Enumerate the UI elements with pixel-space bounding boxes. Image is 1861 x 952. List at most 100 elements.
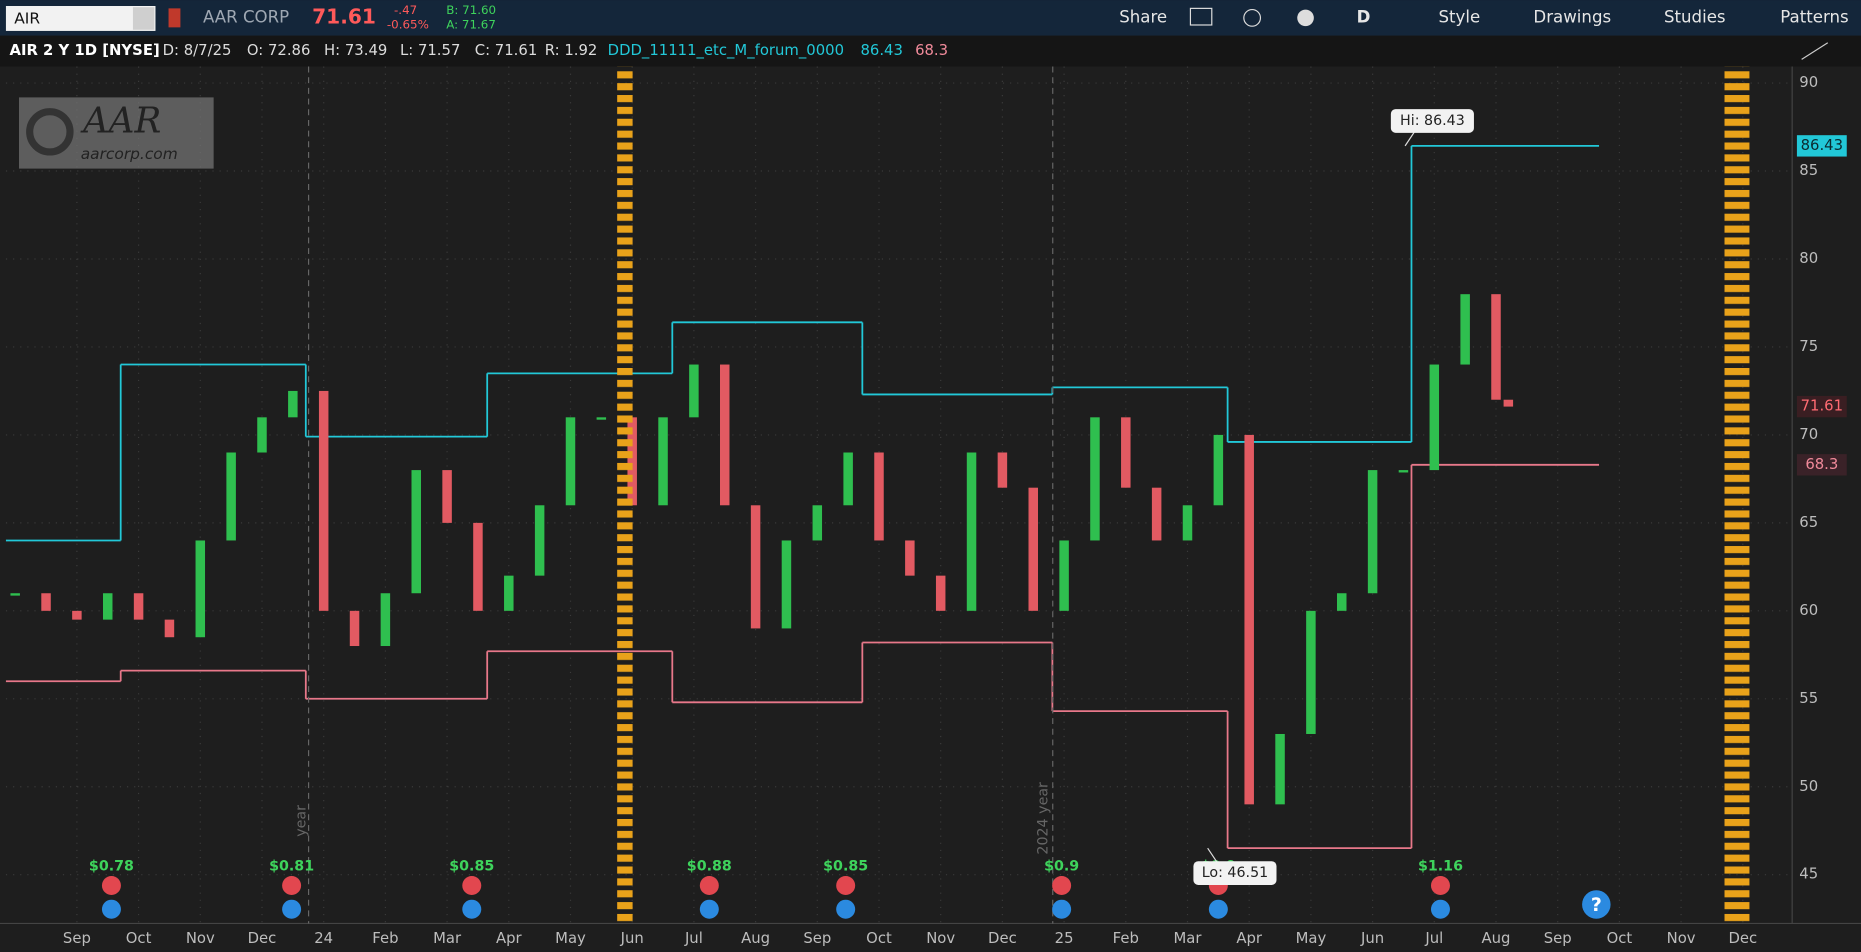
- event-icon[interactable]: [699, 899, 719, 919]
- company: AAR CORP: [203, 7, 289, 26]
- x-tick-label: Sep: [803, 930, 831, 947]
- studies-button[interactable]: Studies: [1664, 7, 1726, 26]
- ask: A: 71.67: [446, 17, 496, 31]
- event-icon[interactable]: [462, 899, 482, 919]
- study-value: 68.3: [915, 42, 948, 59]
- price-marker-label: 86.43: [1801, 137, 1843, 154]
- x-tick-label: Jun: [1360, 930, 1384, 947]
- candle: [1337, 593, 1347, 611]
- header: [0, 35, 1861, 67]
- earnings-icon[interactable]: [836, 875, 856, 895]
- candle: [1367, 470, 1378, 594]
- x-tick-label: Aug: [1482, 930, 1511, 947]
- dividend-label: $0.78: [89, 858, 134, 874]
- event-icon[interactable]: [1208, 899, 1228, 919]
- field: R: 1.92: [545, 42, 598, 59]
- callout-label: Hi: 86.43: [1400, 113, 1465, 129]
- expiration-band: [1724, 66, 1750, 924]
- last-price: 71.61: [312, 4, 376, 28]
- candle: [102, 593, 113, 620]
- earnings-icon[interactable]: [101, 875, 121, 895]
- x-tick-label: Jul: [684, 930, 703, 947]
- earnings-icon[interactable]: [462, 875, 482, 895]
- symbol-dropdown[interactable]: [132, 7, 155, 30]
- candle: [1213, 434, 1224, 506]
- price-marker-label: 68.3: [1805, 456, 1838, 473]
- callout-box: [1390, 109, 1474, 133]
- y-tick-label: 70: [1799, 426, 1818, 443]
- symbol[interactable]: AIR: [14, 10, 40, 28]
- patterns-button[interactable]: Patterns: [1780, 7, 1848, 26]
- timeframe-button[interactable]: D: [1357, 7, 1371, 26]
- event-icon[interactable]: [836, 899, 856, 919]
- x-tick-label: Oct: [126, 930, 152, 947]
- candle: [473, 522, 483, 611]
- x-tick-label: May: [555, 930, 586, 947]
- candle: [843, 452, 853, 506]
- help-icon[interactable]: ?: [1591, 894, 1602, 916]
- help-button[interactable]: [1582, 890, 1611, 919]
- x-tick-label: Feb: [1113, 930, 1139, 947]
- drawings-button[interactable]: Drawings: [1533, 7, 1611, 26]
- y-tick-label: 55: [1799, 690, 1818, 707]
- candle: [1306, 610, 1316, 734]
- y-tick-label: 90: [1799, 74, 1818, 91]
- callout-label: Lo: 46.51: [1202, 865, 1268, 881]
- study-value: 86.43: [860, 42, 902, 59]
- candle: [1059, 540, 1069, 611]
- x-tick-label: Dec: [1728, 930, 1757, 947]
- candle: [1151, 487, 1162, 541]
- x-tick-label: Nov: [926, 930, 955, 947]
- candle: [658, 417, 668, 506]
- callout-box: [1193, 861, 1277, 885]
- candle: [1244, 434, 1254, 805]
- dividend-label: $0.88: [687, 858, 732, 874]
- dividend-label: $0.81: [269, 858, 314, 874]
- candle: [781, 540, 792, 629]
- y-tick-label: 60: [1799, 602, 1818, 619]
- candle: [1090, 417, 1100, 541]
- x-tick-label: Sep: [63, 930, 91, 947]
- share-button[interactable]: Share: [1119, 7, 1167, 26]
- event-icon[interactable]: [1052, 899, 1072, 919]
- price-marker: [1796, 135, 1847, 157]
- candle: [1460, 294, 1470, 365]
- lab-icon[interactable]: [1243, 8, 1262, 27]
- change-pct: -0.65%: [387, 17, 429, 31]
- dividend-label: $0.85: [449, 858, 494, 874]
- field: H: 73.49: [324, 42, 387, 59]
- earnings-icon[interactable]: [1052, 875, 1072, 895]
- style-button[interactable]: Style: [1438, 7, 1480, 26]
- x-tick-label: 24: [314, 930, 333, 947]
- axis-tool-icon[interactable]: [1801, 42, 1829, 60]
- event-icon[interactable]: [101, 899, 121, 919]
- candle: [380, 593, 391, 647]
- expiration-band: [617, 66, 633, 924]
- earnings-icon[interactable]: [699, 875, 719, 895]
- candle: [935, 575, 946, 611]
- dividend-label: $1.16: [1418, 858, 1463, 874]
- x-tick-label: Mar: [433, 930, 462, 947]
- candle: [226, 452, 236, 541]
- logo-mark: [26, 108, 74, 156]
- settings-icon[interactable]: [1297, 9, 1314, 27]
- earnings-icon[interactable]: [282, 875, 302, 895]
- bid: B: 71.60: [446, 3, 496, 17]
- event-icon[interactable]: [282, 899, 302, 919]
- x-tick-label: Apr: [1236, 930, 1263, 947]
- y-tick-label: 75: [1799, 338, 1818, 355]
- candle: [1491, 294, 1501, 400]
- candle: [442, 470, 452, 523]
- plot: [5, 66, 1793, 924]
- candle: [195, 540, 206, 638]
- dividend-label: $0.85: [823, 858, 868, 874]
- dividend-label: $0.9: [1044, 858, 1079, 874]
- chart-title: AIR 2 Y 1D [NYSE]: [9, 42, 159, 59]
- snapshot-icon[interactable]: [1189, 7, 1213, 26]
- symbol-input[interactable]: [5, 6, 156, 31]
- event-icon[interactable]: [1430, 899, 1450, 919]
- candle: [997, 452, 1008, 488]
- earnings-icon[interactable]: [1430, 875, 1450, 895]
